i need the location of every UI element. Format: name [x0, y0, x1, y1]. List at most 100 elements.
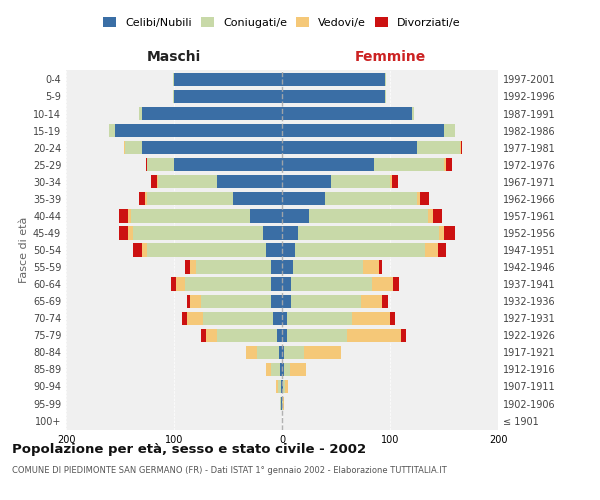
- Bar: [290, 294, 361, 308]
- Bar: [201, 328, 206, 342]
- Bar: [275, 380, 278, 393]
- Bar: [401, 328, 406, 342]
- Bar: [271, 260, 282, 274]
- Bar: [374, 158, 444, 172]
- Bar: [146, 158, 147, 172]
- Bar: [271, 294, 282, 308]
- Bar: [379, 260, 382, 274]
- Bar: [385, 90, 386, 103]
- Bar: [217, 328, 277, 342]
- Bar: [279, 346, 282, 359]
- Bar: [131, 209, 250, 222]
- Bar: [133, 226, 263, 239]
- Bar: [363, 260, 379, 274]
- Bar: [196, 260, 271, 274]
- Bar: [385, 72, 386, 86]
- Bar: [282, 244, 295, 256]
- Bar: [417, 141, 460, 154]
- Bar: [263, 226, 282, 239]
- Bar: [331, 175, 390, 188]
- Bar: [290, 278, 371, 291]
- Bar: [282, 312, 287, 325]
- Bar: [280, 363, 282, 376]
- Bar: [281, 397, 282, 410]
- Bar: [257, 346, 279, 359]
- Bar: [282, 107, 412, 120]
- Bar: [142, 107, 282, 120]
- Bar: [233, 192, 282, 205]
- Bar: [139, 192, 145, 205]
- Bar: [151, 175, 157, 188]
- Bar: [285, 380, 289, 393]
- Bar: [124, 141, 125, 154]
- Bar: [420, 192, 429, 205]
- Bar: [283, 397, 284, 410]
- Bar: [282, 226, 298, 239]
- Y-axis label: Fasce di età: Fasce di età: [19, 217, 29, 283]
- Bar: [277, 328, 282, 342]
- Bar: [390, 312, 395, 325]
- Bar: [371, 278, 393, 291]
- Bar: [282, 209, 309, 222]
- Bar: [147, 158, 174, 172]
- Bar: [282, 278, 290, 291]
- Bar: [290, 363, 306, 376]
- Bar: [271, 278, 282, 291]
- Bar: [284, 346, 304, 359]
- Bar: [287, 328, 347, 342]
- Bar: [444, 226, 455, 239]
- Bar: [145, 192, 147, 205]
- Bar: [185, 260, 190, 274]
- Bar: [282, 175, 331, 188]
- Bar: [280, 397, 281, 410]
- Bar: [325, 192, 417, 205]
- Bar: [119, 209, 128, 222]
- Bar: [412, 107, 414, 120]
- Bar: [201, 294, 271, 308]
- Bar: [298, 226, 439, 239]
- Bar: [352, 312, 390, 325]
- Bar: [460, 141, 461, 154]
- Bar: [439, 226, 444, 239]
- Bar: [304, 346, 341, 359]
- Bar: [147, 244, 266, 256]
- Bar: [282, 260, 293, 274]
- Bar: [433, 209, 442, 222]
- Bar: [284, 363, 290, 376]
- Bar: [282, 90, 385, 103]
- Bar: [190, 294, 201, 308]
- Bar: [437, 244, 446, 256]
- Bar: [182, 312, 187, 325]
- Bar: [185, 278, 271, 291]
- Bar: [282, 328, 287, 342]
- Bar: [266, 363, 271, 376]
- Bar: [266, 244, 282, 256]
- Bar: [278, 380, 281, 393]
- Bar: [287, 312, 352, 325]
- Bar: [444, 124, 455, 137]
- Bar: [139, 107, 142, 120]
- Bar: [282, 294, 290, 308]
- Bar: [203, 312, 274, 325]
- Bar: [174, 72, 282, 86]
- Bar: [206, 328, 217, 342]
- Bar: [128, 226, 133, 239]
- Bar: [282, 72, 385, 86]
- Bar: [444, 158, 446, 172]
- Bar: [142, 141, 282, 154]
- Text: Popolazione per età, sesso e stato civile - 2002: Popolazione per età, sesso e stato civil…: [12, 442, 366, 456]
- Bar: [282, 363, 284, 376]
- Bar: [425, 244, 437, 256]
- Bar: [282, 124, 444, 137]
- Bar: [282, 346, 284, 359]
- Bar: [283, 380, 285, 393]
- Bar: [417, 192, 420, 205]
- Legend: Celibi/Nubili, Coniugati/e, Vedovi/e, Divorziati/e: Celibi/Nubili, Coniugati/e, Vedovi/e, Di…: [99, 13, 465, 32]
- Bar: [295, 244, 425, 256]
- Bar: [119, 226, 128, 239]
- Bar: [382, 294, 388, 308]
- Bar: [128, 209, 131, 222]
- Bar: [158, 175, 217, 188]
- Bar: [446, 158, 452, 172]
- Bar: [282, 192, 325, 205]
